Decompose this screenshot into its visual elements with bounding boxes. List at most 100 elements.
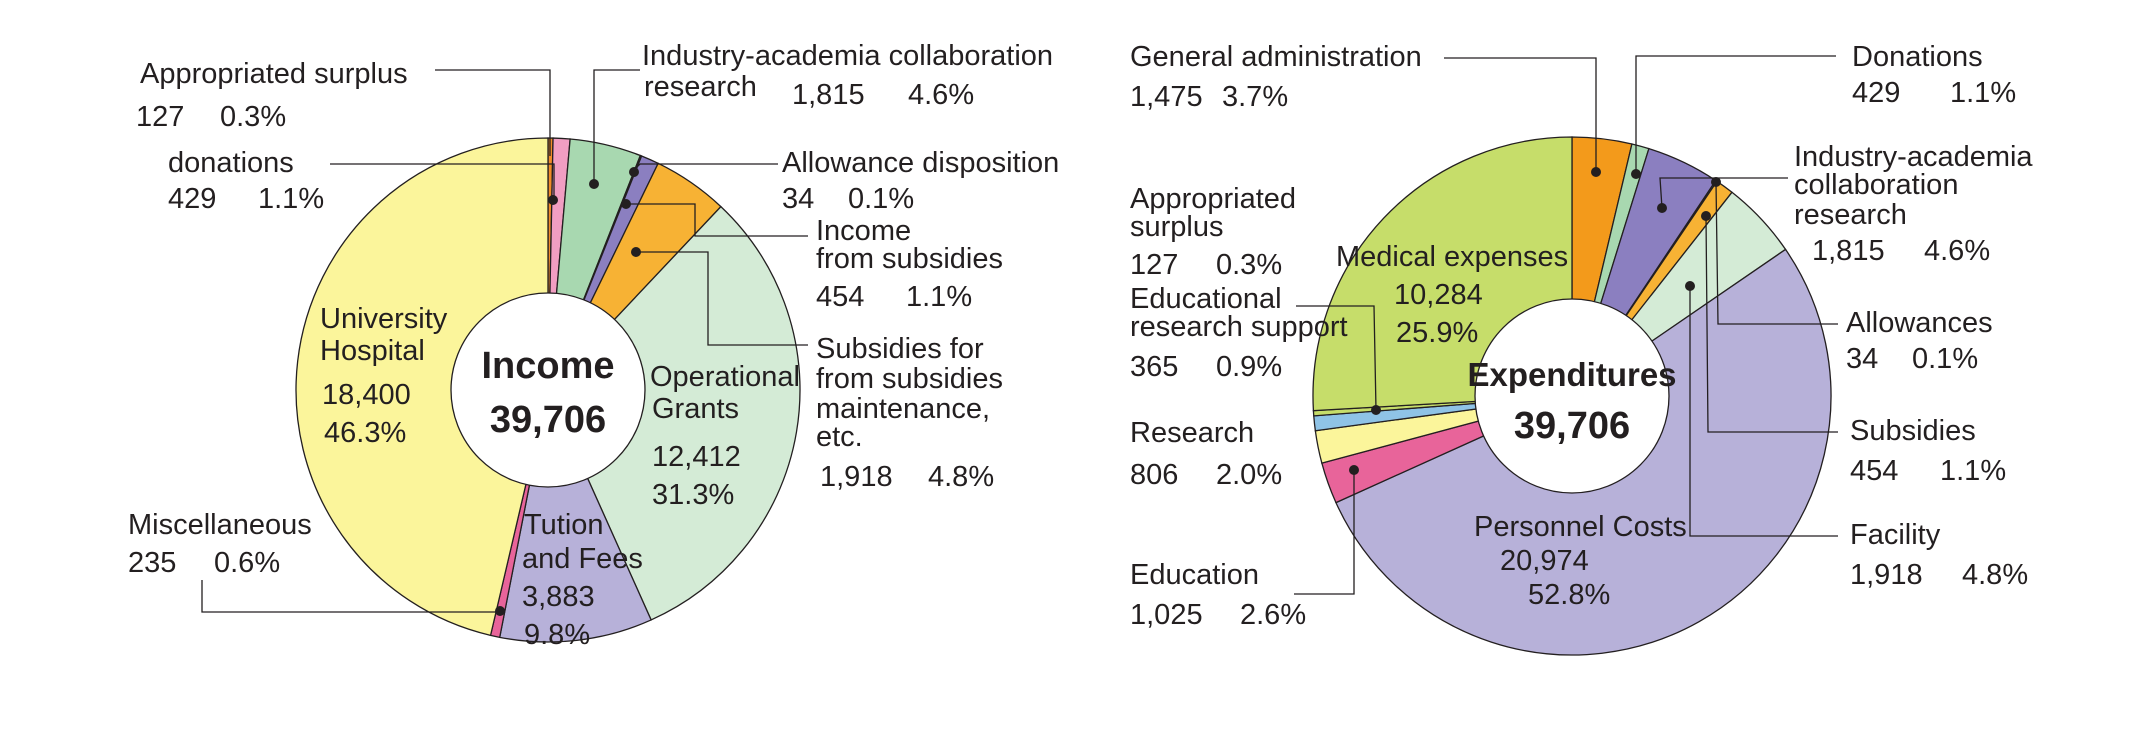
exp-label-personnel-pct: 52.8% (1528, 579, 1610, 611)
exp-label-education-value: 1,025 (1130, 599, 1203, 631)
label-hospital-line2: Hospital (320, 335, 425, 367)
dot-allowances (1711, 177, 1721, 187)
exp-label-appropriated-pct: 0.3% (1216, 249, 1282, 281)
exp-label-edu-support-pct: 0.9% (1216, 351, 1282, 383)
label-operational-line1: Operational (650, 361, 800, 393)
leader-line-appropriated (435, 69, 551, 156)
leader-line-general-admin (1444, 57, 1597, 172)
label-subsidies-for-value: 1,918 (820, 461, 893, 493)
leader-line-donations (1635, 55, 1836, 174)
exp-label-subsidies-name: Subsidies (1850, 415, 1976, 447)
leader-line-facility (1689, 286, 1838, 537)
leader-line-industry (1659, 177, 1788, 209)
exp-label-general-admin-name: General administration (1130, 41, 1422, 73)
label-subsidies-for-line2: from subsidies (816, 363, 1003, 395)
exp-label-medical-value: 10,284 (1394, 279, 1483, 311)
income-pie-chart: Income 39,706 Appropriated surplus 127 0… (128, 40, 1059, 651)
exp-label-donations-value: 429 (1852, 77, 1900, 109)
income-center-hole (450, 292, 646, 488)
label-appropriated-pct: 0.3% (220, 101, 286, 133)
label-operational-line2: Grants (652, 393, 739, 425)
leader-line-miscellaneous (201, 580, 500, 613)
exp-label-research-name: Research (1130, 417, 1254, 449)
label-donations-pct: 1.1% (258, 183, 324, 215)
dot-miscellaneous (495, 606, 505, 616)
exp-label-donations-pct: 1.1% (1950, 77, 2016, 109)
exp-label-industry-line2: collaboration (1794, 169, 1958, 201)
label-subsidies-for-line4: etc. (816, 421, 863, 453)
label-subsidies-for-pct: 4.8% (928, 461, 994, 493)
exp-label-education-name: Education (1130, 559, 1259, 591)
income-center-title: Income (481, 345, 614, 387)
label-industry-pct: 4.6% (908, 79, 974, 111)
exp-label-facility-pct: 4.8% (1962, 559, 2028, 591)
label-allowance-value: 34 (782, 183, 814, 215)
label-operational-pct: 31.3% (652, 479, 734, 511)
label-miscellaneous-pct: 0.6% (214, 547, 280, 579)
exp-label-facility-name: Facility (1850, 519, 1941, 551)
exp-label-personnel-name: Personnel Costs (1474, 511, 1687, 543)
exp-label-appropriated-line2: surplus (1130, 211, 1224, 243)
exp-label-facility-value: 1,918 (1850, 559, 1923, 591)
label-appropriated-value: 127 (136, 101, 184, 133)
leader-line-income-subsidies (628, 203, 808, 237)
exp-label-general-admin-pct: 3.7% (1222, 81, 1288, 113)
label-allowance-name: Allowance disposition (782, 147, 1059, 179)
dot-general-admin (1591, 167, 1601, 177)
label-tuition-line1: Tution (524, 509, 604, 541)
income-leader-lines (201, 69, 808, 616)
income-labels: Appropriated surplus 127 0.3% donations … (128, 40, 1059, 651)
label-industry-line1: Industry-academia collaboration (642, 40, 1053, 72)
dot-facility (1685, 281, 1695, 291)
label-miscellaneous-name: Miscellaneous (128, 509, 312, 541)
label-allowance-pct: 0.1% (848, 183, 914, 215)
dot-income-subsidies (621, 199, 631, 209)
leader-line-allowances (1715, 181, 1838, 325)
expenditures-labels: General administration 1,475 3.7% Donati… (1130, 41, 2033, 631)
exp-label-education-pct: 2.6% (1240, 599, 1306, 631)
leader-line-subsidies-for (636, 251, 808, 346)
dot-subsidies-for (631, 247, 641, 257)
exp-label-appropriated-value: 127 (1130, 249, 1178, 281)
exp-label-allowances-value: 34 (1846, 343, 1878, 375)
label-hospital-line1: University (320, 303, 448, 335)
label-tuition-value: 3,883 (522, 581, 595, 613)
label-subsidies-for-line3: maintenance, (816, 393, 990, 425)
exp-label-subsidies-pct: 1.1% (1940, 455, 2006, 487)
exp-label-industry-line1: Industry-academia (1794, 141, 2033, 173)
income-center-total: 39,706 (490, 399, 606, 441)
dot-education (1349, 465, 1359, 475)
exp-label-edu-support-line1: Educational (1130, 283, 1282, 315)
exp-label-donations-name: Donations (1852, 41, 1983, 73)
label-tuition-line2: and Fees (522, 543, 643, 575)
leader-line-edu-support (1296, 305, 1377, 411)
label-miscellaneous-value: 235 (128, 547, 176, 579)
label-hospital-pct: 46.3% (324, 417, 406, 449)
dot-donations (548, 195, 558, 205)
dot-subsidies (1701, 211, 1711, 221)
exp-label-allowances-name: Allowances (1846, 307, 1993, 339)
exp-label-industry-pct: 4.6% (1924, 235, 1990, 267)
exp-label-medical-pct: 25.9% (1396, 317, 1478, 349)
income-slice-6 (547, 205, 801, 621)
label-operational-value: 12,412 (652, 441, 741, 473)
label-industry-value: 1,815 (792, 79, 865, 111)
exp-label-edu-support-value: 365 (1130, 351, 1178, 383)
exp-label-general-admin-value: 1,475 (1130, 81, 1203, 113)
exp-label-appropriated-line1: Appropriated (1130, 183, 1296, 215)
expenditures-leader-lines (1294, 55, 1838, 595)
label-industry-line2: research (644, 71, 757, 103)
exp-label-personnel-value: 20,974 (1500, 545, 1589, 577)
dot-industry (1657, 203, 1667, 213)
label-hospital-value: 18,400 (322, 379, 411, 411)
label-donations-name: donations (168, 147, 294, 179)
exp-label-industry-value: 1,815 (1812, 235, 1885, 267)
expenditures-center-title: Expenditures (1467, 356, 1676, 393)
label-income-subsidies-line2: from subsidies (816, 243, 1003, 275)
expenditures-pie-chart: Expenditures 39,706 General administrati… (1130, 41, 2033, 656)
label-appropriated-name: Appropriated surplus (140, 58, 408, 90)
income-slice-9 (295, 137, 549, 637)
exp-label-research-value: 806 (1130, 459, 1178, 491)
dot-edu-support (1371, 405, 1381, 415)
